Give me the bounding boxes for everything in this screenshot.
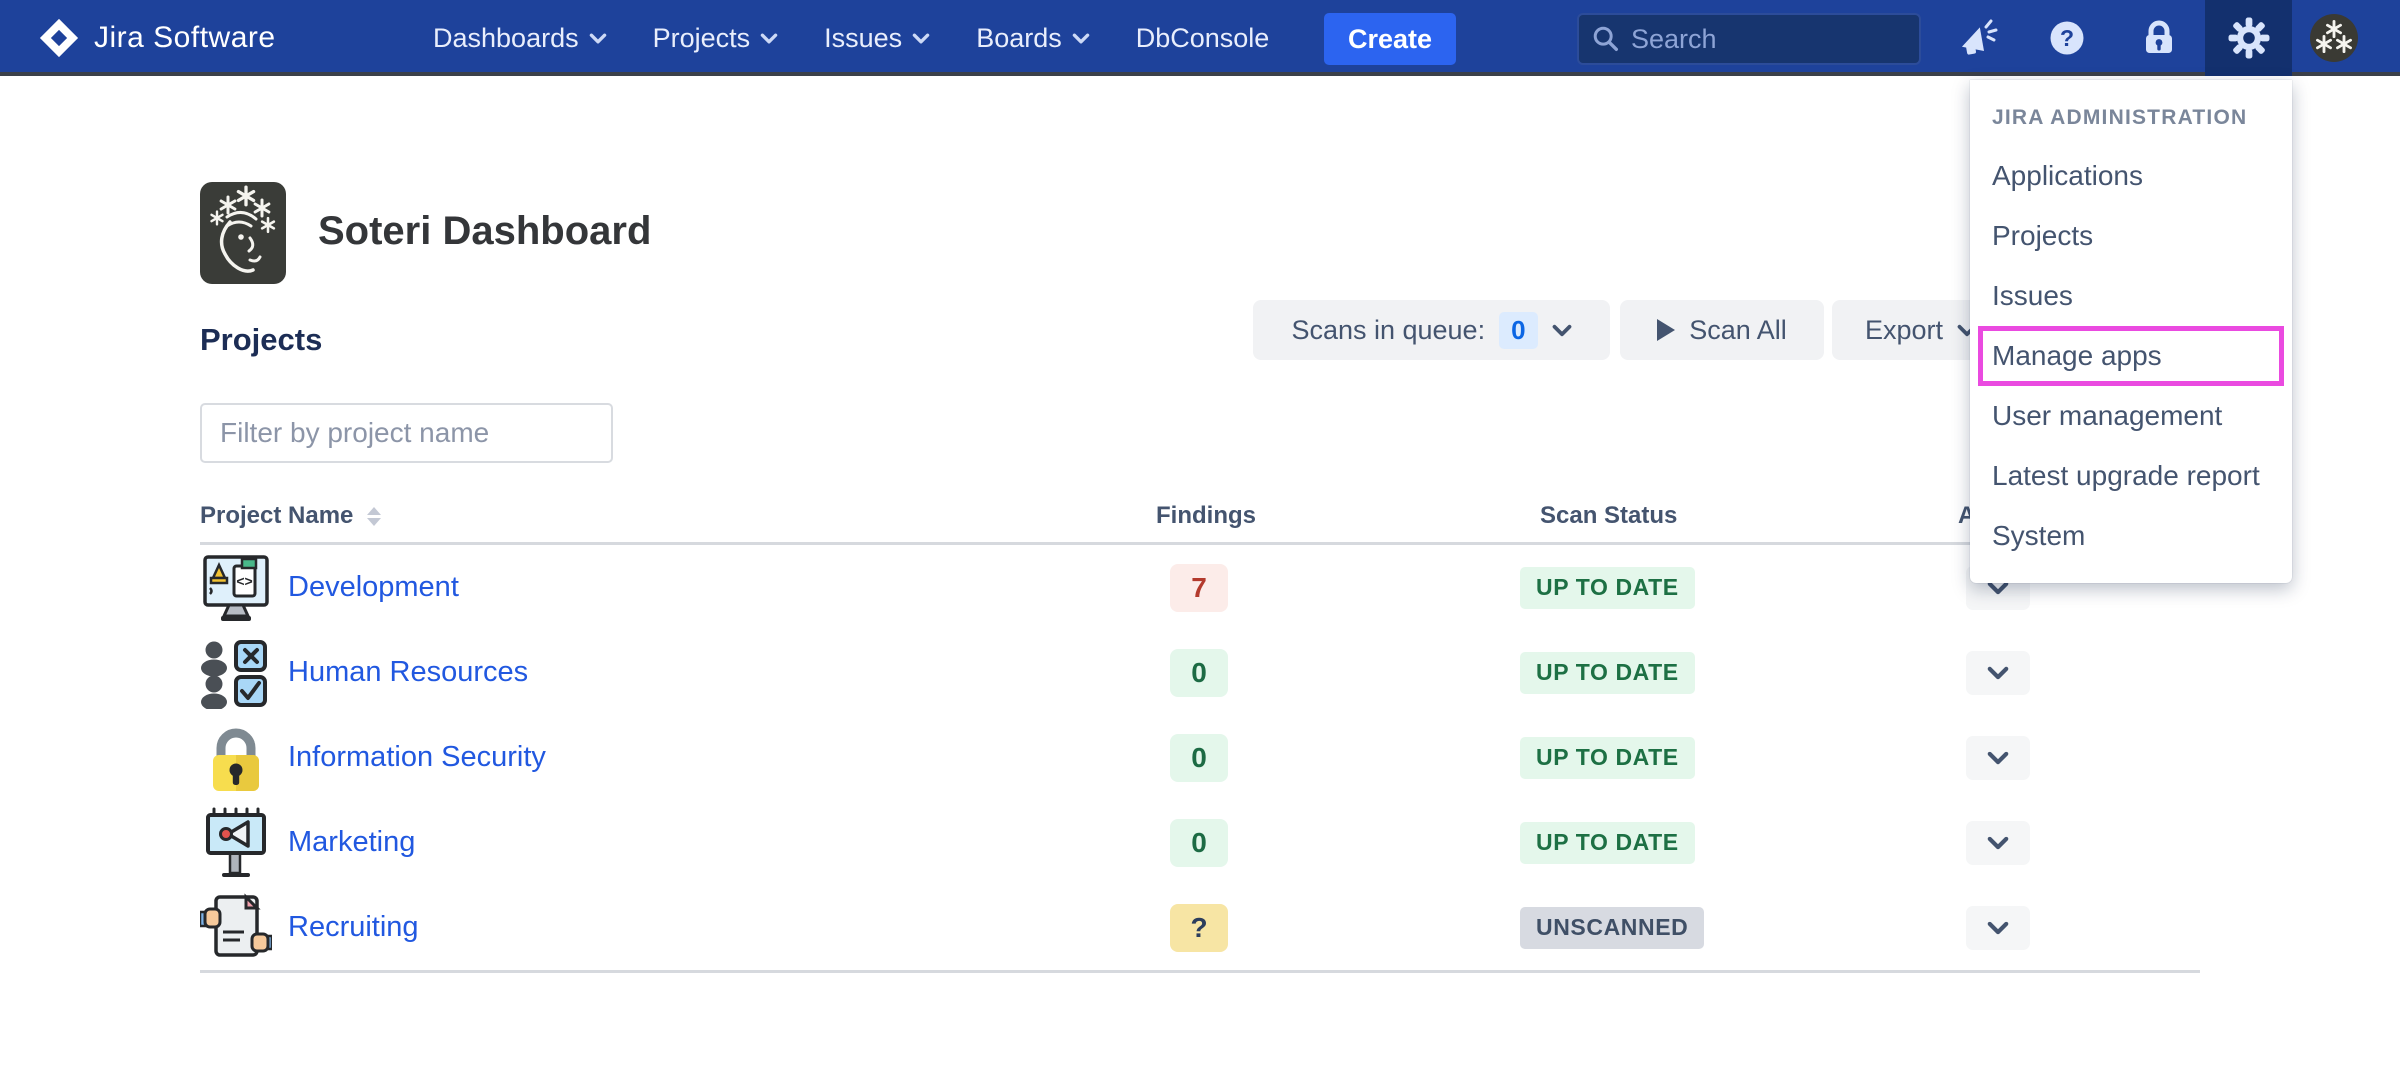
padlock-icon [200, 722, 272, 794]
admin-menu-item-user-management[interactable]: User management [1992, 400, 2223, 431]
row-actions-dropdown-button[interactable] [1966, 820, 2030, 865]
help-icon[interactable] [2040, 0, 2094, 76]
scan-all-button[interactable]: Scan All [1620, 300, 1824, 360]
sort-icon[interactable] [367, 506, 382, 526]
nav-menu-boards[interactable]: Boards [976, 23, 1090, 54]
table-row: Development 7 UP TO DATE [200, 545, 2200, 630]
export-label: Export [1864, 314, 1944, 345]
admin-menu-item-projects[interactable]: Projects [1992, 220, 2094, 251]
nav-menu-label: DbConsole [1135, 22, 1270, 53]
table-header-row: Project Name Findings Scan Status Action… [200, 490, 2200, 545]
chevron-down-icon [760, 33, 778, 44]
nav-menu-dbconsole[interactable]: DbConsole [1136, 23, 1270, 54]
column-header-findings: Findings [1156, 502, 1256, 529]
project-filter-input[interactable] [200, 403, 613, 463]
development-monitor-icon [200, 552, 272, 624]
top-navbar: Jira Software Dashboards Projects Issues Bo… [0, 0, 2400, 76]
scans-in-queue-button[interactable]: Scans in queue: 0 [1253, 300, 1610, 360]
chevron-down-icon [589, 33, 607, 44]
scan-all-label: Scan All [1689, 314, 1787, 345]
admin-menu-item-latest-upgrade-report[interactable]: Latest upgrade report [1992, 460, 2260, 491]
jira-administration-menu: JIRA ADMINISTRATION Applications Projects… [1970, 80, 2292, 583]
billboard-megaphone-icon [200, 807, 272, 879]
table-row: Recruiting ? UNSCANNED [200, 885, 2200, 970]
table-row: Information Security 0 UP TO DATE [200, 715, 2200, 800]
gear-icon[interactable] [2205, 0, 2292, 76]
findings-badge: 0 [1170, 648, 1228, 697]
findings-badge: 0 [1170, 818, 1228, 867]
announcement-megaphone-icon[interactable] [1952, 0, 2006, 76]
findings-badge: 0 [1170, 733, 1228, 782]
search-icon [1591, 24, 1621, 54]
admin-menu-item-manage-apps[interactable]: Manage apps [1978, 326, 2284, 386]
scans-in-queue-label: Scans in queue: [1291, 314, 1486, 345]
navbar-search[interactable] [1577, 13, 1921, 65]
row-actions-dropdown-button[interactable] [1966, 650, 2030, 695]
projects-table: Project Name Findings Scan Status Action… [200, 490, 2200, 973]
user-avatar[interactable] [2306, 0, 2362, 76]
nav-menu-issues[interactable]: Issues [824, 23, 930, 54]
project-name-link[interactable]: Information Security [288, 741, 546, 773]
jira-logo[interactable]: Jira Software [38, 0, 276, 76]
chevron-down-icon [1987, 666, 2009, 680]
navbar-menus: Dashboards Projects Issues Boards DbConsole [433, 0, 1269, 76]
scan-status-badge: UP TO DATE [1520, 651, 1695, 694]
admin-menu-item-issues[interactable]: Issues [1992, 280, 2073, 311]
nav-menu-label: Issues [824, 22, 903, 53]
table-row: Human Resources 0 UP TO DATE [200, 630, 2200, 715]
chevron-down-icon [912, 33, 930, 44]
row-actions-dropdown-button[interactable] [1966, 905, 2030, 950]
nav-menu-projects[interactable]: Projects [653, 23, 779, 54]
soteri-app-icon [200, 182, 286, 284]
row-actions-dropdown-button[interactable] [1966, 735, 2030, 780]
play-icon [1657, 319, 1676, 341]
nav-menu-label: Boards [976, 22, 1062, 53]
project-name-link[interactable]: Development [288, 571, 459, 603]
create-button[interactable]: Create [1324, 13, 1456, 65]
nav-menu-label: Projects [652, 22, 751, 53]
jira-diamond-icon [38, 17, 80, 59]
scan-status-badge: UP TO DATE [1520, 736, 1695, 779]
scan-status-badge: UP TO DATE [1520, 566, 1695, 609]
admin-menu-items: Applications Projects Issues Manage apps Use… [1970, 146, 2292, 566]
nav-menu-label: Dashboards [433, 22, 579, 53]
jira-logo-text: Jira Software [94, 21, 276, 54]
resume-hands-icon [200, 892, 272, 964]
findings-badge: 7 [1170, 563, 1228, 612]
project-name-link[interactable]: Human Resources [288, 656, 529, 688]
table-row: Marketing 0 UP TO DATE [200, 800, 2200, 885]
admin-menu-item-applications[interactable]: Applications [1992, 160, 2143, 191]
chevron-down-icon [1987, 921, 2009, 935]
page-title: Soteri Dashboard [318, 209, 652, 253]
nav-menu-dashboards[interactable]: Dashboards [433, 23, 607, 54]
project-name-link[interactable]: Recruiting [288, 911, 419, 943]
project-name-link[interactable]: Marketing [288, 826, 416, 858]
chevron-down-icon [1987, 751, 2009, 765]
scans-in-queue-count: 0 [1499, 311, 1538, 349]
column-header-project-name[interactable]: Project Name [200, 502, 382, 530]
hr-people-checklist-icon [200, 637, 272, 709]
table-body: Development 7 UP TO DATE Human Resources… [200, 545, 2200, 973]
chevron-down-icon [1987, 836, 2009, 850]
scan-status-badge: UNSCANNED [1520, 906, 1705, 949]
search-input[interactable] [1631, 23, 1881, 55]
chevron-down-icon [1552, 324, 1572, 337]
admin-menu-item-system[interactable]: System [1992, 520, 2086, 551]
lock-icon[interactable] [2132, 0, 2186, 76]
findings-badge: ? [1170, 903, 1228, 952]
admin-menu-header: JIRA ADMINISTRATION [1992, 106, 2248, 129]
scan-status-badge: UP TO DATE [1520, 821, 1695, 864]
column-header-scan-status: Scan Status [1540, 502, 1678, 529]
projects-section-heading: Projects [200, 322, 323, 357]
chevron-down-icon [1072, 33, 1090, 44]
